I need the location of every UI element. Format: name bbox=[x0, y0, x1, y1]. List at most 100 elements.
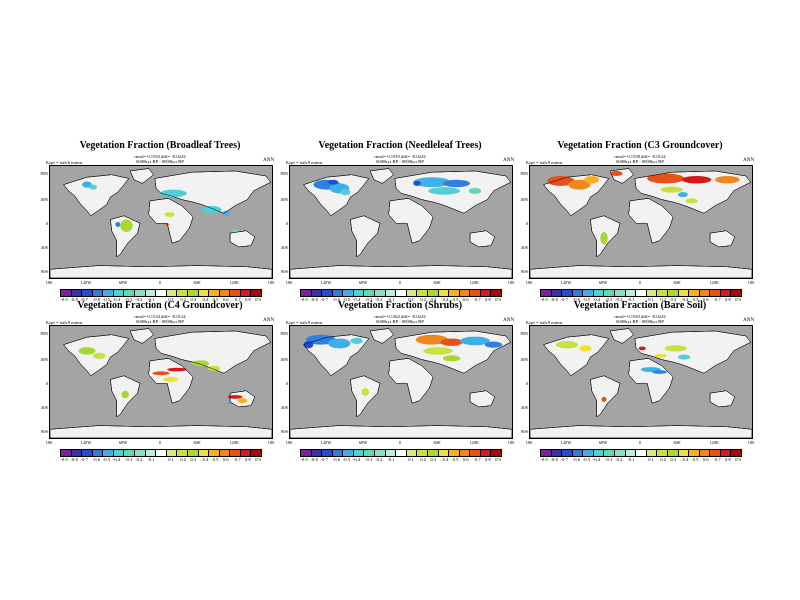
colorbar-tick-label: 0.9 bbox=[255, 457, 261, 462]
world-map bbox=[50, 166, 272, 278]
colorbar-swatch bbox=[459, 450, 471, 456]
lon-label: 120E bbox=[469, 280, 479, 285]
colorbar-swatch bbox=[615, 290, 626, 296]
colorbar-swatch bbox=[604, 450, 616, 456]
panel-season: ANN bbox=[263, 158, 274, 163]
anomaly-patch bbox=[227, 395, 243, 399]
colorbar-tick-label: -0.1 bbox=[387, 457, 395, 462]
colorbar-tick-label: 0.4 bbox=[202, 457, 209, 462]
anomaly-patch bbox=[328, 338, 351, 349]
map-frame bbox=[289, 165, 513, 279]
anomaly-patch bbox=[460, 336, 490, 346]
colorbar-tick-label: 0.1 bbox=[408, 297, 414, 302]
anomaly-patch bbox=[413, 177, 451, 188]
colorbar-tick-label: -0.2 bbox=[375, 297, 383, 302]
colorbar-swatch bbox=[124, 450, 136, 456]
colorbar-tick-label: -0.6 bbox=[572, 457, 580, 462]
colorbar-tick-label: -0.8 bbox=[70, 297, 78, 302]
anomaly-patch bbox=[579, 345, 592, 352]
colorbar-tick-label: -0.9 bbox=[300, 457, 308, 462]
colorbar-tick-label: 0.7 bbox=[234, 457, 241, 462]
anomaly-patch bbox=[664, 345, 687, 352]
coastline bbox=[148, 198, 194, 244]
anomaly-patch bbox=[89, 184, 97, 190]
colorbar-swatch bbox=[470, 450, 481, 456]
colorbar-swatch bbox=[480, 290, 492, 296]
lat-label: 40S bbox=[521, 405, 528, 410]
lon-label: 120E bbox=[709, 280, 719, 285]
colorbar-tick-label: -0.2 bbox=[375, 457, 383, 462]
colorbar-tick-label: -0.9 bbox=[300, 297, 308, 302]
anomaly-patch bbox=[340, 189, 351, 196]
lon-label: 120E bbox=[229, 280, 239, 285]
colorbar-tick-label: -0.4 bbox=[352, 297, 361, 302]
colorbar-swatch bbox=[230, 290, 241, 296]
colorbar-swatch bbox=[240, 290, 252, 296]
colorbar-tick-label: -0.7 bbox=[80, 457, 88, 462]
lat-label: 0 bbox=[285, 381, 288, 386]
coastline bbox=[63, 174, 130, 217]
colorbar-swatch bbox=[322, 290, 333, 296]
anomaly-patch bbox=[654, 354, 667, 358]
colorbar-tick-label: 0.6 bbox=[462, 457, 469, 462]
colorbar-swatch bbox=[92, 290, 104, 296]
coastline bbox=[590, 375, 621, 418]
anomaly-patch bbox=[201, 205, 222, 214]
colorbar-swatch bbox=[625, 290, 637, 296]
colorbar-swatch bbox=[124, 290, 136, 296]
coastline bbox=[609, 168, 634, 184]
anomaly-patch bbox=[652, 370, 667, 374]
colorbar-tick-label: -0.9 bbox=[60, 457, 68, 462]
panel-stats: rmsd= 0.1933 diff= -0.0243 bbox=[134, 154, 186, 159]
colorbar-tick-label: -0.9 bbox=[540, 457, 548, 462]
coastline bbox=[129, 168, 154, 184]
lon-label: 0 bbox=[398, 280, 402, 285]
colorbar-swatch bbox=[731, 450, 741, 456]
lat-label: 80S bbox=[281, 429, 288, 434]
colorbar-tick-label: 0.1 bbox=[168, 457, 174, 462]
continent-antarctica bbox=[530, 265, 752, 278]
colorbar-ticks: -0.9 -0.8 -0.7 -0.6 -0.5 -0.4 -0.3 -0.2 -0.1 0.1 0… bbox=[60, 457, 262, 465]
colorbar-tick-label: -0.6 bbox=[332, 297, 340, 302]
map-panel-c3: Vegetation Fraction (C3 Groundcover) rmsd… bbox=[520, 140, 760, 330]
panel-season: ANN bbox=[503, 158, 514, 163]
panel-season: ANN bbox=[503, 318, 514, 323]
lon-label: 60W bbox=[118, 440, 128, 445]
colorbar-tick-label: -0.3 bbox=[125, 457, 133, 462]
colorbar-swatch bbox=[230, 450, 241, 456]
lon-label: 120E bbox=[469, 440, 479, 445]
colorbar-swatch bbox=[177, 450, 188, 456]
colorbar-swatch bbox=[113, 450, 125, 456]
colorbar-tick-label: -0.5 bbox=[582, 457, 591, 462]
colorbar-swatch bbox=[156, 290, 167, 296]
colorbar-tick-label: -0.7 bbox=[320, 457, 328, 462]
lon-label: 60E bbox=[433, 440, 441, 445]
lon-label: 60E bbox=[193, 440, 201, 445]
panel-period: 6000kyr BP - 0000kyr BP bbox=[136, 159, 184, 164]
colorbar-swatch bbox=[710, 450, 721, 456]
map-frame bbox=[529, 325, 753, 439]
anomaly-patch bbox=[678, 354, 691, 360]
colorbar-tick-label: -0.4 bbox=[112, 457, 121, 462]
world-map bbox=[290, 326, 512, 438]
lat-label: 80S bbox=[281, 269, 288, 274]
colorbar-tick-label: -0.5 bbox=[102, 297, 111, 302]
colorbar-swatch bbox=[103, 450, 114, 456]
colorbar-tick-label: 0.7 bbox=[234, 297, 241, 302]
colorbar-tick-label: -0.5 bbox=[102, 457, 111, 462]
anomaly-patch bbox=[440, 338, 463, 346]
lat-label: 0 bbox=[285, 221, 288, 226]
colorbar-ticks: -0.9 -0.8 -0.7 -0.6 -0.5 -0.4 -0.3 -0.2 -0.1 0.1 0… bbox=[300, 457, 502, 465]
colorbar-tick-label: 0.8 bbox=[484, 297, 491, 302]
coastline bbox=[229, 230, 256, 248]
colorbar-swatch bbox=[343, 450, 354, 456]
colorbar-tick-label: 0.1 bbox=[648, 457, 654, 462]
lon-label: 60E bbox=[433, 280, 441, 285]
map-frame bbox=[289, 325, 513, 439]
colorbar-tick-label: -0.4 bbox=[592, 457, 601, 462]
map-panel-bare: Vegetation Fraction (Bare Soil) rmsd= 0.1… bbox=[520, 300, 760, 490]
coastline bbox=[394, 330, 512, 374]
colorbar-swatch bbox=[332, 450, 344, 456]
colorbar-tick-label: -0.1 bbox=[147, 297, 155, 302]
colorbar-tick-label: 0.9 bbox=[495, 297, 501, 302]
